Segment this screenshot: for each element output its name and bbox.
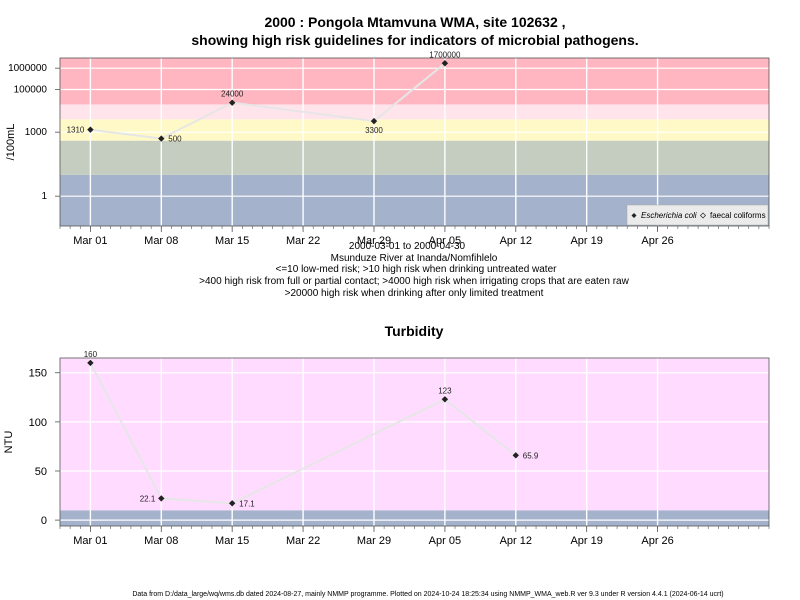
x-tick-label: Mar 08 — [144, 235, 178, 247]
guideline-bands — [60, 58, 769, 226]
x-axis: Mar 01 Mar 08 Mar 15 Mar 22 Mar 29 Apr 05 Apr … — [59, 226, 770, 247]
y-tick-label: 100000 — [14, 85, 48, 96]
y-tick-label: 1 — [41, 191, 47, 202]
chart-title-line1: 2000 : Pongola Mtamvuna WMA, site 102632… — [264, 14, 565, 30]
data-label: 24000 — [221, 90, 244, 99]
guideline-band — [60, 58, 769, 105]
data-label: 1700000 — [429, 50, 461, 59]
data-point — [441, 396, 449, 403]
guideline-band — [60, 140, 769, 175]
data-label: 500 — [168, 135, 182, 144]
x-tick-label: Mar 01 — [73, 535, 107, 547]
data-point — [441, 60, 449, 67]
x-tick-label: Mar 22 — [286, 535, 320, 547]
data-point — [158, 135, 165, 142]
chart-title-line2: showing high risk guidelines for indicat… — [191, 32, 638, 48]
date-range: 2000-03-01 to 2000-04-30 — [349, 241, 466, 252]
data-label: 22.1 — [140, 494, 156, 503]
data-label: 123 — [438, 386, 452, 395]
legend-ecoli-marker — [631, 213, 637, 218]
site-location: Msunduze River at Inanda/Nomfihlelo — [331, 253, 498, 264]
turbidity-title: Turbidity — [385, 323, 444, 339]
y-tick-label: 0 — [41, 515, 47, 527]
y-axis: 0 50 100 150 — [29, 368, 60, 527]
data-label: 160 — [84, 350, 98, 359]
legend-ecoli-label: Escherichia coli — [641, 211, 697, 220]
y-axis-label: /100mL — [5, 124, 17, 161]
x-tick-label: Mar 08 — [144, 535, 178, 547]
gridlines — [60, 358, 769, 526]
x-axis: Mar 01 Mar 08 Mar 15 Mar 22 Mar 29 Apr 05 Apr … — [59, 526, 770, 547]
guideline-band — [60, 119, 769, 141]
data-label: 3300 — [365, 126, 383, 135]
y-axis-label: NTU — [3, 431, 15, 454]
y-tick-label: 1000000 — [8, 63, 47, 74]
guideline-band — [60, 358, 769, 511]
data-source-footer: Data from D:/data_large/wq/wms.db dated … — [132, 591, 723, 598]
data-point — [512, 452, 519, 459]
x-tick-label: Mar 29 — [357, 235, 391, 247]
data-point — [87, 359, 94, 367]
legend-box — [626, 204, 769, 226]
x-tick-label: Apr 05 — [429, 535, 461, 547]
legend-faecal-marker — [700, 212, 706, 219]
x-tick-label: Mar 29 — [357, 535, 391, 547]
series-ecoli: 1310 500 24000 3300 1700000 — [67, 50, 461, 143]
y-tick-label: 100 — [29, 417, 47, 429]
data-point — [228, 500, 236, 507]
data-label: 1310 — [67, 126, 85, 135]
y-tick-label: 50 — [35, 466, 47, 478]
guideline-band — [60, 104, 769, 120]
guideline-bands — [60, 358, 769, 526]
x-tick-label: Apr 26 — [641, 235, 673, 247]
guideline-band — [60, 510, 769, 526]
data-label: 65.9 — [523, 451, 539, 460]
y-axis: 1 1000 100000 1000000 — [8, 63, 60, 202]
risk-note-1: <=10 low-med risk; >10 high risk when dr… — [276, 264, 558, 275]
x-tick-label: Mar 15 — [215, 535, 249, 547]
x-tick-label: Apr 05 — [429, 235, 461, 247]
x-tick-label: Apr 26 — [641, 535, 673, 547]
x-tick-label: Apr 12 — [500, 535, 532, 547]
x-tick-label: Apr 19 — [570, 235, 602, 247]
data-label: 17.1 — [239, 499, 255, 508]
x-tick-label: Mar 22 — [286, 235, 320, 247]
x-tick-label: Apr 19 — [570, 535, 602, 547]
y-tick-label: 150 — [29, 368, 47, 380]
data-point — [87, 126, 94, 133]
data-point — [158, 495, 165, 502]
turbidity-panel: Mar 01 Mar 08 Mar 15 Mar 22 Mar 29 Apr 05 Apr … — [3, 350, 770, 547]
y-tick-label: 1000 — [25, 127, 48, 138]
microbial-panel: Mar 01 Mar 08 Mar 15 Mar 22 Mar 29 Apr 05 Apr … — [5, 50, 770, 247]
legend-faecal-label: faecal coliforms — [710, 211, 766, 220]
x-tick-label: Mar 15 — [215, 235, 249, 247]
risk-note-2: >400 high risk from full or partial cont… — [199, 276, 629, 287]
x-tick-label: Apr 12 — [500, 235, 532, 247]
data-point — [228, 99, 236, 106]
legend: Escherichia coli faecal coliforms — [626, 204, 769, 226]
gridlines — [60, 58, 769, 226]
data-point — [370, 117, 378, 125]
x-tick-label: Mar 01 — [73, 235, 107, 247]
risk-note-3: >20000 high risk when drinking after onl… — [285, 288, 544, 299]
series-turbidity: 160 22.1 17.1 123 65.9 — [84, 350, 539, 508]
